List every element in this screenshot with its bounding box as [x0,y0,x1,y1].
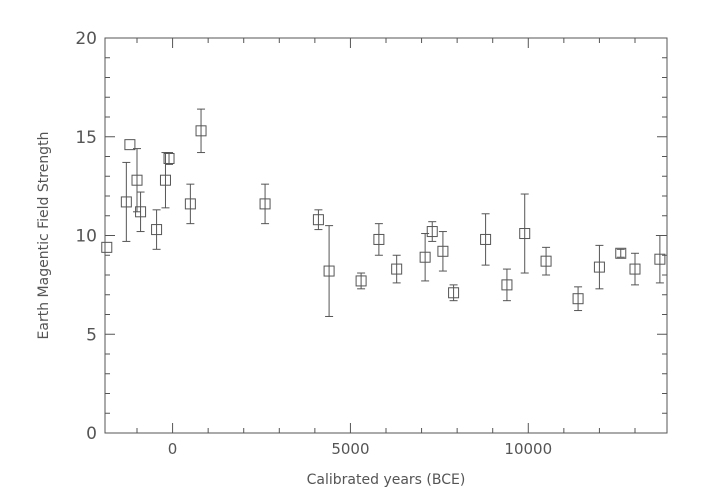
data-point [654,253,666,265]
axis-tick-labels: 0 5 10 15 20 0 5000 10000 [75,29,552,458]
data-point [391,263,403,275]
data-point [259,198,271,210]
data-point [101,241,113,253]
data-point [572,293,584,305]
data-point [323,265,335,277]
data-point [501,279,513,291]
x-tick-label: 10000 [504,440,552,458]
x-tick-label: 5000 [331,440,369,458]
axis-ticks [105,37,667,434]
data-point [437,245,449,257]
data-point [519,228,531,240]
y-tick-label: 10 [75,227,97,247]
y-axis-title: Earth Magentic Field Strength [36,132,52,340]
data-point [419,251,431,263]
data-point [124,139,136,151]
data-point [593,261,605,273]
data-point [151,224,163,236]
y-tick-label: 15 [75,128,97,148]
data-point [131,174,143,186]
data-markers [101,125,666,305]
data-point [184,198,196,210]
y-tick-label: 0 [86,424,97,444]
data-point [615,247,627,259]
x-tick-label: 0 [168,440,178,458]
data-point [135,206,147,218]
data-point [163,152,175,164]
data-point [312,214,324,226]
data-point [426,226,438,238]
data-point [355,275,367,287]
data-point [120,196,132,208]
x-axis-title: Calibrated years (BCE) [307,472,466,488]
y-tick-label: 5 [86,325,97,345]
data-point [373,233,385,245]
data-point [448,287,460,299]
y-tick-label: 20 [75,29,97,49]
data-point [159,174,171,186]
data-point [480,233,492,245]
data-point [195,125,207,137]
data-point [629,263,641,275]
data-point [540,255,552,267]
